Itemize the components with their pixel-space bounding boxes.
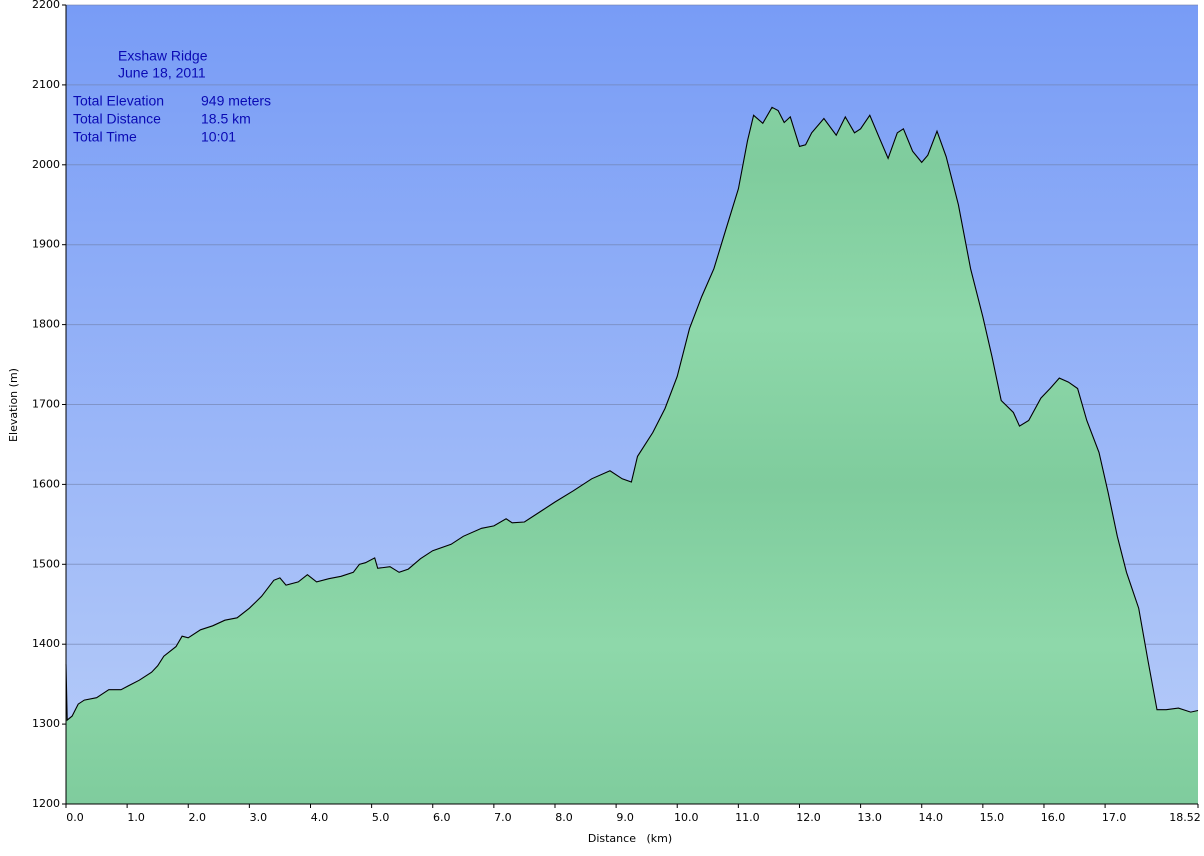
- x-tick-label: 13.0: [857, 811, 882, 824]
- x-tick-label: 6.0: [433, 811, 451, 824]
- x-tick-label: 18.52: [1169, 811, 1201, 824]
- chart-subtitle: June 18, 2011: [118, 65, 206, 81]
- y-tick-label: 1200: [32, 797, 60, 810]
- y-tick-label: 2000: [32, 158, 60, 171]
- y-tick-label: 1400: [32, 637, 60, 650]
- x-tick-label: 8.0: [555, 811, 573, 824]
- x-tick-label: 9.0: [616, 811, 634, 824]
- y-tick-label: 1300: [32, 717, 60, 730]
- x-tick-label: 4.0: [311, 811, 329, 824]
- x-tick-label: 1.0: [127, 811, 145, 824]
- stat-label: Total Distance: [73, 111, 161, 127]
- y-axis-label: Elevation (m): [7, 368, 20, 442]
- y-tick-label: 1800: [32, 318, 60, 331]
- x-tick-label: 16.0: [1041, 811, 1066, 824]
- x-tick-label: 3.0: [250, 811, 268, 824]
- x-tick-label: 11.0: [735, 811, 760, 824]
- x-axis-label: Distance (km): [588, 832, 672, 845]
- y-tick-label: 1600: [32, 477, 60, 490]
- x-tick-label: 12.0: [796, 811, 821, 824]
- stat-value: 18.5 km: [201, 111, 251, 127]
- area-fill: [66, 107, 1198, 805]
- elevation-line: [65, 106, 1199, 722]
- stat-label: Total Elevation: [73, 93, 164, 109]
- stat-label: Total Time: [73, 129, 137, 145]
- x-tick-label: 14.0: [918, 811, 943, 824]
- stat-value: 949 meters: [201, 93, 271, 109]
- chart-title: Exshaw Ridge: [118, 48, 208, 64]
- x-tick-label: 17.0: [1102, 811, 1127, 824]
- y-tick-label: 1700: [32, 398, 60, 411]
- x-tick-label: 0.0: [66, 811, 84, 824]
- y-tick-label: 1900: [32, 238, 60, 251]
- y-tick-label: 2200: [32, 0, 60, 11]
- stat-value: 10:01: [201, 129, 236, 145]
- x-tick-label: 15.0: [980, 811, 1005, 824]
- y-tick-label: 2100: [32, 78, 60, 91]
- x-tick-label: 10.0: [674, 811, 699, 824]
- y-tick-label: 1500: [32, 557, 60, 570]
- x-tick-label: 2.0: [188, 811, 206, 824]
- x-tick-label: 5.0: [372, 811, 390, 824]
- x-tick-label: 7.0: [494, 811, 512, 824]
